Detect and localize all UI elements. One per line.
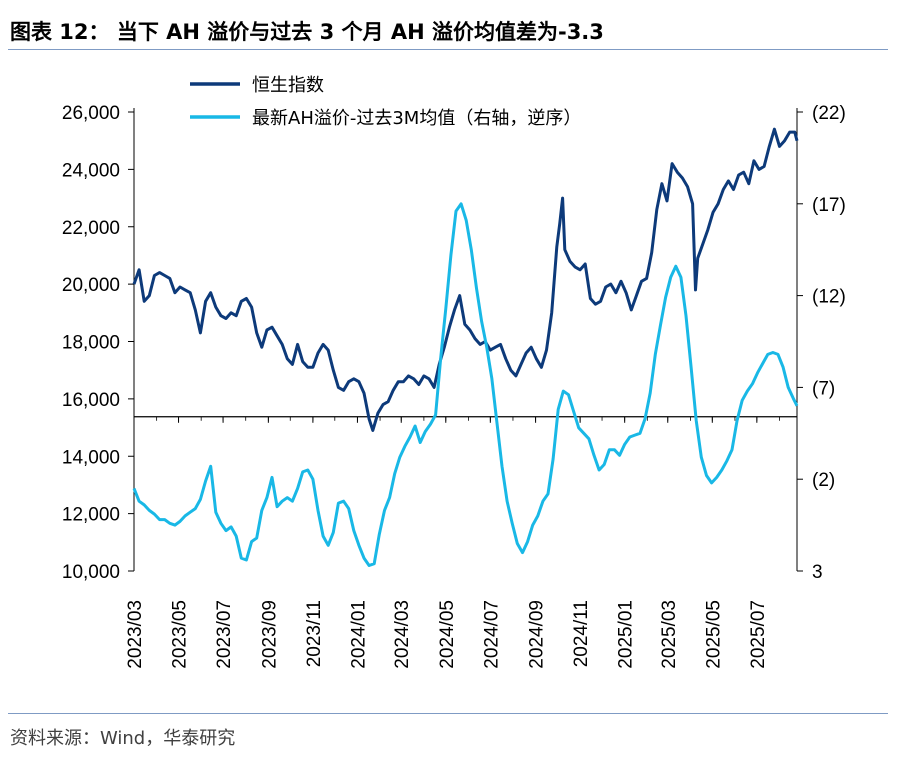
- footer-divider: [8, 713, 888, 714]
- x-tick-label: 2023/03: [125, 600, 146, 669]
- series-layer: [132, 127, 799, 567]
- left-tick-label: 22,000: [62, 218, 120, 239]
- right-tick-label: 3: [812, 562, 823, 583]
- x-tick-label: 2024/09: [527, 600, 548, 669]
- right-tick-label: (2): [812, 470, 835, 491]
- right-tick-label: (7): [812, 378, 835, 399]
- x-tick-label: 2025/05: [703, 600, 724, 669]
- left-tick-label: 20,000: [62, 275, 120, 296]
- left-tick-label: 26,000: [62, 103, 120, 124]
- x-tick-label: 2025/07: [748, 600, 769, 669]
- x-tick-label: 2023/11: [304, 600, 325, 667]
- hsi-vs-ah-premium-chart: 10,000 12,000 14,000 16,000 18,000 20,000 22,0…: [62, 75, 846, 669]
- left-tick-label: 12,000: [62, 505, 120, 526]
- left-tick-label: 14,000: [62, 447, 120, 468]
- x-tick-label: 2023/09: [259, 600, 280, 669]
- left-tick-label: 24,000: [62, 160, 120, 181]
- ah-premium-series-line: [132, 202, 799, 567]
- left-tick-label: 18,000: [62, 333, 120, 354]
- right-tick-label: (22): [812, 103, 846, 124]
- x-tick-label: 2023/07: [214, 600, 235, 669]
- source-note: 资料来源：Wind，华泰研究: [10, 728, 236, 749]
- axes: 10,000 12,000 14,000 16,000 18,000 20,000 22,0…: [62, 103, 846, 669]
- legend-hsi-label: 恒生指数: [252, 75, 324, 96]
- chart-title: 图表 12： 当下 AH 溢价与过去 3 个月 AH 溢价均值差为-3.3: [10, 20, 604, 44]
- hsi-series-line: [132, 127, 799, 432]
- x-tick-label: 2025/01: [616, 600, 637, 669]
- x-tick-label: 2024/07: [481, 600, 502, 669]
- x-tick-label: 2024/01: [348, 600, 369, 669]
- right-tick-label: (12): [812, 287, 846, 308]
- left-tick-label: 10,000: [62, 562, 120, 583]
- x-tick-label: 2024/11: [571, 600, 592, 667]
- x-tick-label: 2024/03: [392, 600, 413, 669]
- left-tick-label: 16,000: [62, 390, 120, 411]
- x-tick-label: 2024/05: [437, 600, 458, 669]
- title-divider: [8, 49, 888, 50]
- legend-ah-label: 最新AH溢价-过去3M均值（右轴，逆序）: [252, 108, 581, 129]
- x-tick-label: 2023/05: [170, 600, 191, 669]
- x-tick-label: 2025/03: [659, 600, 680, 669]
- right-tick-label: (17): [812, 195, 846, 216]
